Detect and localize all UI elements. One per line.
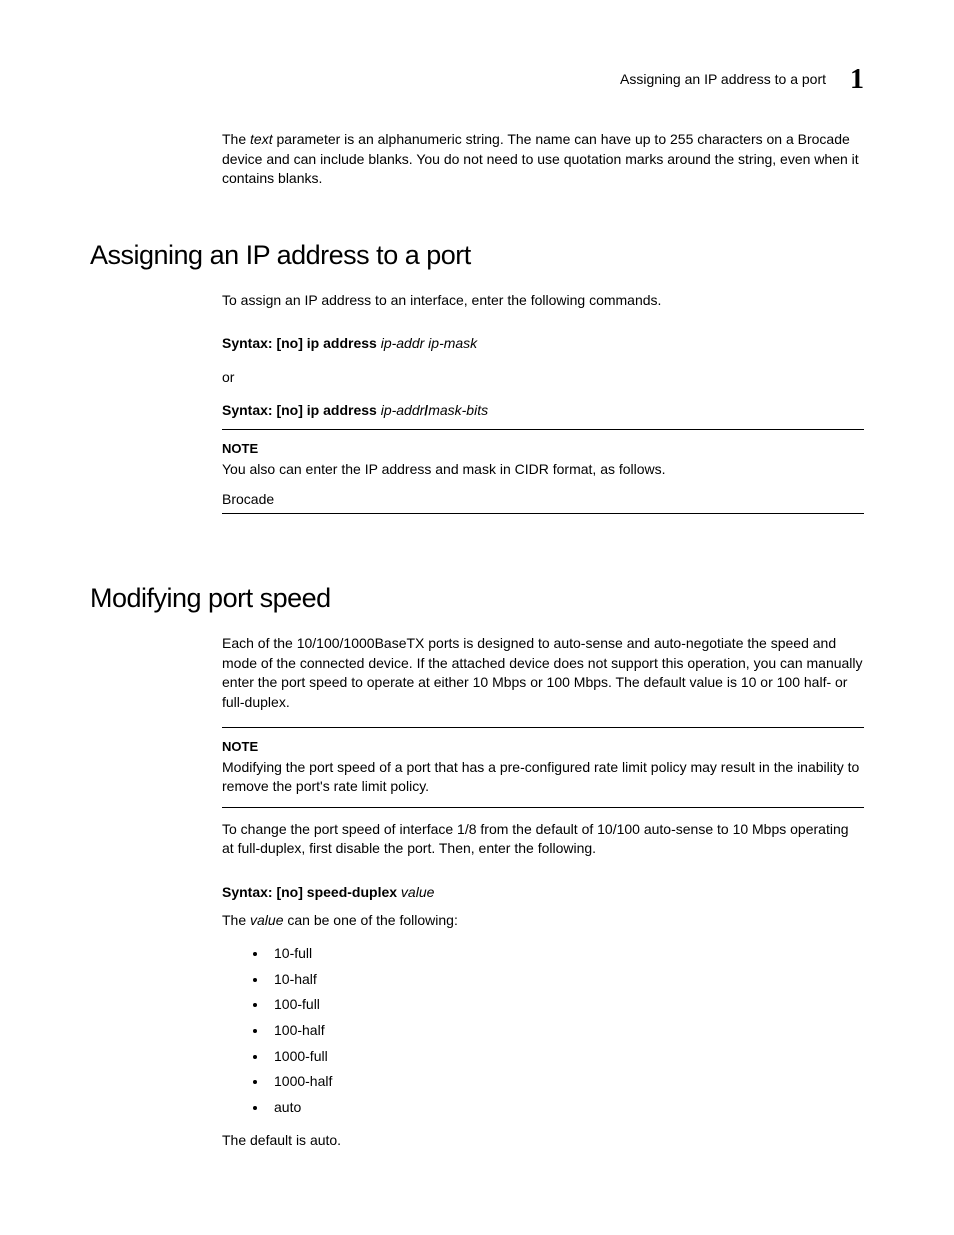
syntax-command: [no] ip address — [273, 402, 381, 418]
rule — [222, 727, 864, 728]
list-item: 100-half — [268, 1021, 864, 1041]
section-heading-port-speed: Modifying port speed — [90, 580, 864, 618]
syntax-label: Syntax: — [222, 335, 273, 351]
syntax-label: Syntax: — [222, 402, 273, 418]
value-intro-italic: value — [250, 912, 283, 928]
syntax-arg2: mask-bits — [428, 402, 488, 418]
text-italic: text — [250, 131, 273, 147]
rule — [222, 429, 864, 430]
note-title: NOTE — [222, 440, 864, 458]
list-item: 10-half — [268, 970, 864, 990]
running-title: Assigning an IP address to a port — [620, 70, 826, 90]
section1-intro: To assign an IP address to an interface,… — [222, 291, 864, 311]
syntax-line-2: Syntax: [no] ip address ip-addr/mask-bit… — [222, 401, 864, 421]
value-list: 10-full 10-half 100-full 100-half 1000-f… — [222, 944, 864, 1117]
syntax-command: [no] speed-duplex — [273, 884, 401, 900]
or-text: or — [222, 368, 864, 388]
list-item: 1000-full — [268, 1047, 864, 1067]
page: Assigning an IP address to a port 1 The … — [0, 0, 954, 1235]
syntax-command: [no] ip address — [273, 335, 381, 351]
syntax-arg1: ip-addr — [381, 402, 425, 418]
syntax-line-1: Syntax: [no] ip address ip-addr ip-mask — [222, 334, 864, 354]
value-intro-post: can be one of the following: — [283, 912, 457, 928]
brocade-text: Brocade — [222, 490, 864, 510]
intro-paragraph: The text parameter is an alphanumeric st… — [222, 130, 864, 189]
note-block: NOTE Modifying the port speed of a port … — [222, 738, 864, 797]
note-body: Modifying the port speed of a port that … — [222, 758, 864, 797]
section-heading-assign-ip: Assigning an IP address to a port — [90, 237, 864, 275]
text-prefix: The — [222, 131, 250, 147]
list-item: 100-full — [268, 995, 864, 1015]
text-rest: parameter is an alphanumeric string. The… — [222, 131, 859, 186]
syntax-arg: value — [401, 884, 434, 900]
note-body: You also can enter the IP address and ma… — [222, 460, 864, 480]
section2-para1: Each of the 10/100/1000BaseTX ports is d… — [222, 634, 864, 712]
list-item: 10-full — [268, 944, 864, 964]
syntax-label: Syntax: — [222, 884, 273, 900]
list-item: auto — [268, 1098, 864, 1118]
rule — [222, 807, 864, 808]
running-header: Assigning an IP address to a port 1 — [620, 60, 864, 99]
syntax-line-3: Syntax: [no] speed-duplex value — [222, 883, 864, 903]
default-text: The default is auto. — [222, 1131, 864, 1151]
content: The text parameter is an alphanumeric st… — [90, 130, 864, 1151]
value-intro: The value can be one of the following: — [222, 911, 864, 931]
note-title: NOTE — [222, 738, 864, 756]
list-item: 1000-half — [268, 1072, 864, 1092]
section2-para2: To change the port speed of interface 1/… — [222, 820, 864, 859]
syntax-args: ip-addr ip-mask — [381, 335, 477, 351]
note-block: NOTE You also can enter the IP address a… — [222, 440, 864, 480]
chapter-number: 1 — [850, 60, 864, 99]
value-intro-pre: The — [222, 912, 250, 928]
